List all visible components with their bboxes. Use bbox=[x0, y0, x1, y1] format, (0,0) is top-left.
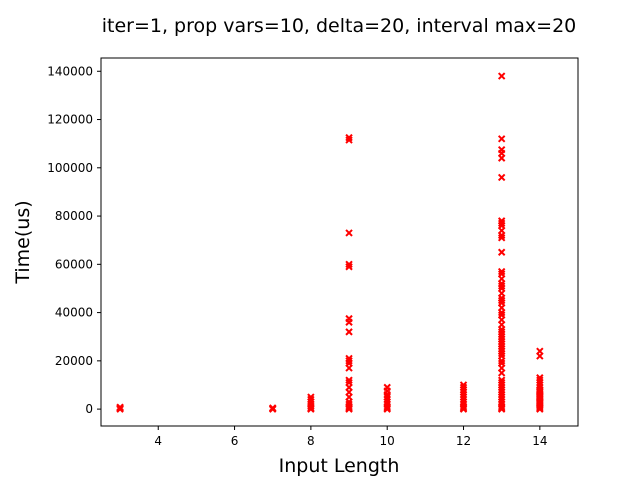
y-axis-label: Time(us) bbox=[12, 200, 34, 284]
data-point bbox=[497, 328, 506, 336]
x-tick-label: 14 bbox=[532, 434, 547, 448]
data-point bbox=[536, 347, 544, 355]
data-point bbox=[497, 248, 506, 256]
data-point bbox=[345, 260, 353, 269]
data-point bbox=[536, 376, 544, 384]
x-tick-label: 8 bbox=[307, 434, 315, 448]
data-point bbox=[345, 314, 353, 323]
data-point bbox=[497, 234, 506, 242]
y-tick-label: 20000 bbox=[55, 354, 93, 368]
x-axis-label: Input Length bbox=[279, 455, 400, 477]
data-point bbox=[345, 229, 353, 237]
data-point bbox=[345, 357, 353, 365]
chart-title: iter=1, prop vars=10, delta=20, interval… bbox=[102, 15, 577, 37]
data-point bbox=[497, 135, 506, 143]
y-tick-label: 140000 bbox=[47, 64, 93, 78]
y-tick-label: 40000 bbox=[55, 306, 93, 320]
data-point bbox=[345, 378, 353, 387]
data-point bbox=[497, 376, 506, 384]
data-point bbox=[116, 403, 124, 411]
data-point bbox=[497, 296, 506, 305]
data-point bbox=[345, 376, 353, 384]
plot-area bbox=[116, 72, 544, 413]
y-tick-label: 60000 bbox=[55, 257, 93, 271]
x-tick-label: 10 bbox=[380, 434, 395, 448]
data-point bbox=[497, 217, 506, 225]
data-point bbox=[345, 136, 353, 144]
data-point bbox=[307, 393, 315, 401]
data-point bbox=[459, 381, 468, 389]
y-tick-label: 100000 bbox=[47, 161, 93, 175]
data-point bbox=[345, 400, 353, 408]
data-point bbox=[345, 263, 353, 271]
data-point bbox=[497, 270, 506, 278]
data-point bbox=[497, 359, 506, 367]
y-tick-label: 0 bbox=[85, 402, 93, 416]
data-point bbox=[536, 374, 544, 382]
data-point bbox=[459, 383, 468, 392]
data-point bbox=[497, 378, 506, 387]
data-point bbox=[345, 328, 353, 336]
data-point bbox=[345, 354, 353, 363]
data-point bbox=[383, 393, 391, 401]
data-point bbox=[497, 282, 506, 290]
data-point bbox=[497, 72, 506, 80]
data-point bbox=[383, 383, 391, 392]
plot-frame bbox=[100, 57, 579, 427]
data-point bbox=[497, 311, 506, 319]
data-point bbox=[497, 145, 506, 154]
x-tick-label: 12 bbox=[456, 434, 471, 448]
y-tick-label: 80000 bbox=[55, 209, 93, 223]
x-tick-label: 4 bbox=[154, 434, 162, 448]
axis-ticks: 4 6 8 10 12 14 0 20000 40000 60000 80000 100000 1200… bbox=[47, 64, 547, 448]
data-point bbox=[345, 133, 353, 142]
data-point bbox=[497, 219, 506, 228]
data-point bbox=[497, 267, 506, 276]
data-point bbox=[269, 404, 277, 412]
x-tick-label: 6 bbox=[231, 434, 239, 448]
data-point bbox=[307, 395, 315, 404]
data-point bbox=[497, 173, 506, 182]
y-tick-label: 120000 bbox=[47, 113, 93, 127]
